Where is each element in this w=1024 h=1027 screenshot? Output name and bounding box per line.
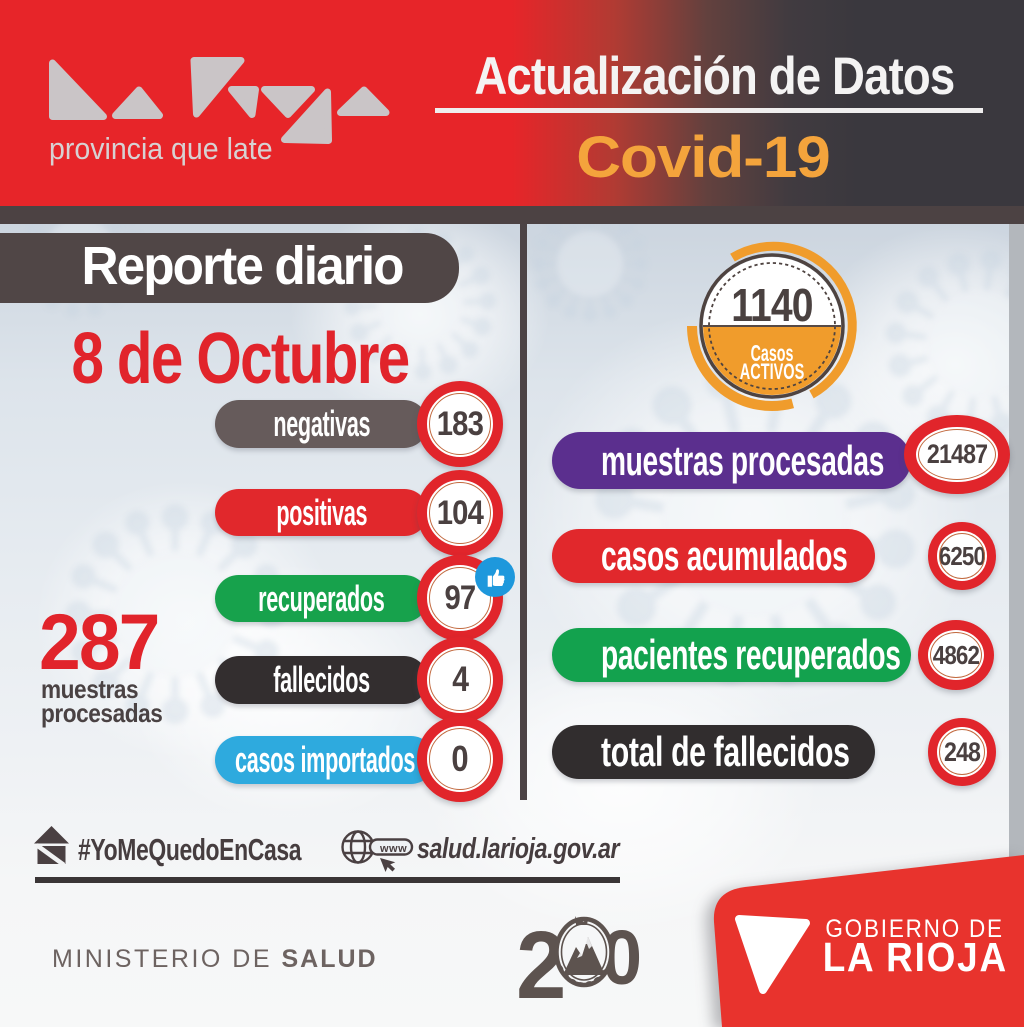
svg-text:ACTIVOS: ACTIVOS [740, 359, 804, 384]
svg-text:Casos: Casos [751, 342, 794, 367]
svg-text:GOBIERNO DE: GOBIERNO DE [825, 915, 1003, 943]
svg-text:1140: 1140 [731, 280, 812, 332]
svg-text:LA RIOJA: LA RIOJA [823, 935, 1008, 980]
svg-text:www: www [379, 843, 407, 855]
